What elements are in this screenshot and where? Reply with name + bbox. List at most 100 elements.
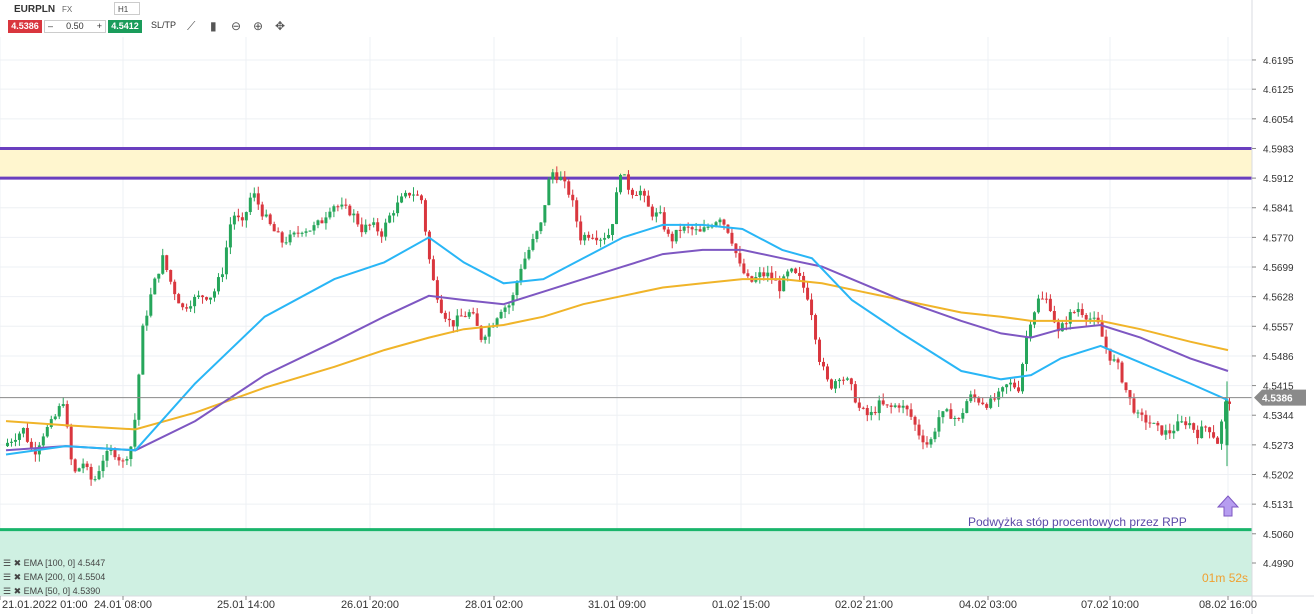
candle-body: [69, 426, 73, 460]
ema-legend-item[interactable]: ☰ ✖ EMA [100, 0] 4.5447: [3, 558, 105, 569]
candle-body: [698, 229, 702, 232]
ema-legend-item[interactable]: ☰ ✖ EMA [200, 0] 4.5504: [3, 572, 105, 583]
candle-body: [646, 195, 650, 207]
candle-body: [400, 196, 404, 203]
candle-body: [392, 213, 396, 216]
move-icon[interactable]: ✥: [275, 19, 286, 33]
candle-body: [897, 405, 901, 408]
candle-body: [563, 177, 567, 182]
candle-body: [1160, 425, 1164, 435]
candle-body: [941, 411, 945, 418]
drag-icon[interactable]: ☰: [3, 572, 12, 582]
lot-size-stepper[interactable]: – 0.50 +: [44, 20, 106, 33]
candle-body: [778, 280, 782, 292]
candle-body: [694, 229, 698, 231]
market-label: FX: [62, 5, 73, 14]
zoom-out-icon[interactable]: ⊖: [231, 19, 242, 33]
candle-body: [320, 220, 324, 224]
x-tick-label: 31.01 09:00: [588, 599, 646, 611]
candle-body: [575, 200, 579, 222]
increase-lot-button[interactable]: +: [96, 21, 102, 31]
remove-icon[interactable]: ✖: [13, 572, 22, 582]
candle-body: [189, 306, 193, 309]
candle-body: [364, 224, 368, 233]
candle-body: [1104, 336, 1108, 349]
sltp-button[interactable]: SL/TP: [151, 20, 177, 30]
candle-body: [722, 219, 726, 225]
candle-body: [435, 280, 439, 300]
candle-body: [579, 221, 583, 241]
drag-icon[interactable]: ☰: [3, 558, 12, 568]
remove-icon[interactable]: ✖: [13, 558, 22, 568]
candle-body: [1180, 421, 1184, 423]
candle-body: [853, 384, 857, 403]
candle-body: [786, 271, 790, 277]
candle-body: [782, 276, 786, 292]
candle-body: [985, 404, 989, 408]
candle-body: [1152, 422, 1156, 424]
candle-body: [101, 460, 105, 472]
candle-body: [770, 272, 774, 279]
candle-body: [622, 174, 626, 176]
candle-body: [742, 263, 746, 274]
candle-body: [181, 303, 185, 308]
candle-body: [1060, 323, 1064, 332]
candle-body: [368, 224, 372, 226]
candle-body: [9, 441, 13, 443]
lot-size-value[interactable]: 0.50: [66, 21, 84, 31]
candle-body: [216, 277, 220, 292]
candle-body: [821, 361, 825, 367]
candle-body: [702, 227, 706, 232]
line-chart-icon[interactable]: ⟋: [187, 19, 196, 33]
candle-body: [638, 190, 642, 196]
candle-body: [861, 407, 865, 409]
candle-body: [443, 312, 447, 319]
y-tick-label: 4.5983: [1263, 144, 1294, 155]
candle-body: [1048, 298, 1052, 312]
candle-body: [1052, 311, 1056, 323]
candle-body: [555, 172, 559, 181]
symbol-label[interactable]: EURPLN: [14, 4, 56, 15]
candle-body: [1024, 337, 1028, 364]
candle-body: [658, 212, 662, 214]
drag-icon[interactable]: ☰: [3, 586, 12, 596]
candle-body: [21, 427, 25, 434]
ema-legend-item[interactable]: ☰ ✖ EMA [50, 0] 4.5390: [3, 586, 100, 597]
candle-body: [161, 255, 165, 274]
candle-body: [276, 231, 280, 233]
candle-body: [49, 419, 53, 427]
zoom-in-icon[interactable]: ⊕: [253, 19, 264, 33]
candle-body: [459, 315, 463, 317]
candle-body: [933, 431, 937, 440]
candle-body: [455, 315, 459, 327]
candle-body: [993, 398, 997, 400]
candle-body: [57, 406, 61, 417]
candle-body: [527, 249, 531, 259]
candle-body: [961, 412, 965, 419]
candle-body: [272, 224, 276, 232]
candle-body: [917, 424, 921, 436]
candle-body: [336, 206, 340, 208]
candle-body: [53, 416, 57, 420]
candle-body: [232, 215, 236, 225]
decrease-lot-button[interactable]: –: [48, 21, 54, 31]
sell-button[interactable]: 4.5386: [8, 20, 42, 33]
candle-body: [1176, 421, 1180, 431]
candle-body: [479, 325, 483, 340]
candles-icon[interactable]: ▮: [210, 19, 217, 33]
candle-body: [893, 405, 897, 407]
resistance-zone: [0, 148, 1252, 179]
candle-body: [419, 195, 423, 201]
remove-icon[interactable]: ✖: [13, 586, 22, 596]
buy-button[interactable]: 4.5412: [108, 20, 142, 33]
candle-body: [1064, 323, 1068, 325]
x-tick-label: 04.02 03:00: [959, 599, 1017, 611]
candle-body: [344, 204, 348, 206]
candle-body: [228, 224, 232, 248]
candle-body: [869, 411, 873, 416]
candle-body: [841, 379, 845, 381]
ema-label: EMA [200, 0] 4.5504: [23, 572, 106, 582]
candle-body: [881, 400, 885, 405]
timeframe-select[interactable]: H1: [114, 2, 140, 15]
